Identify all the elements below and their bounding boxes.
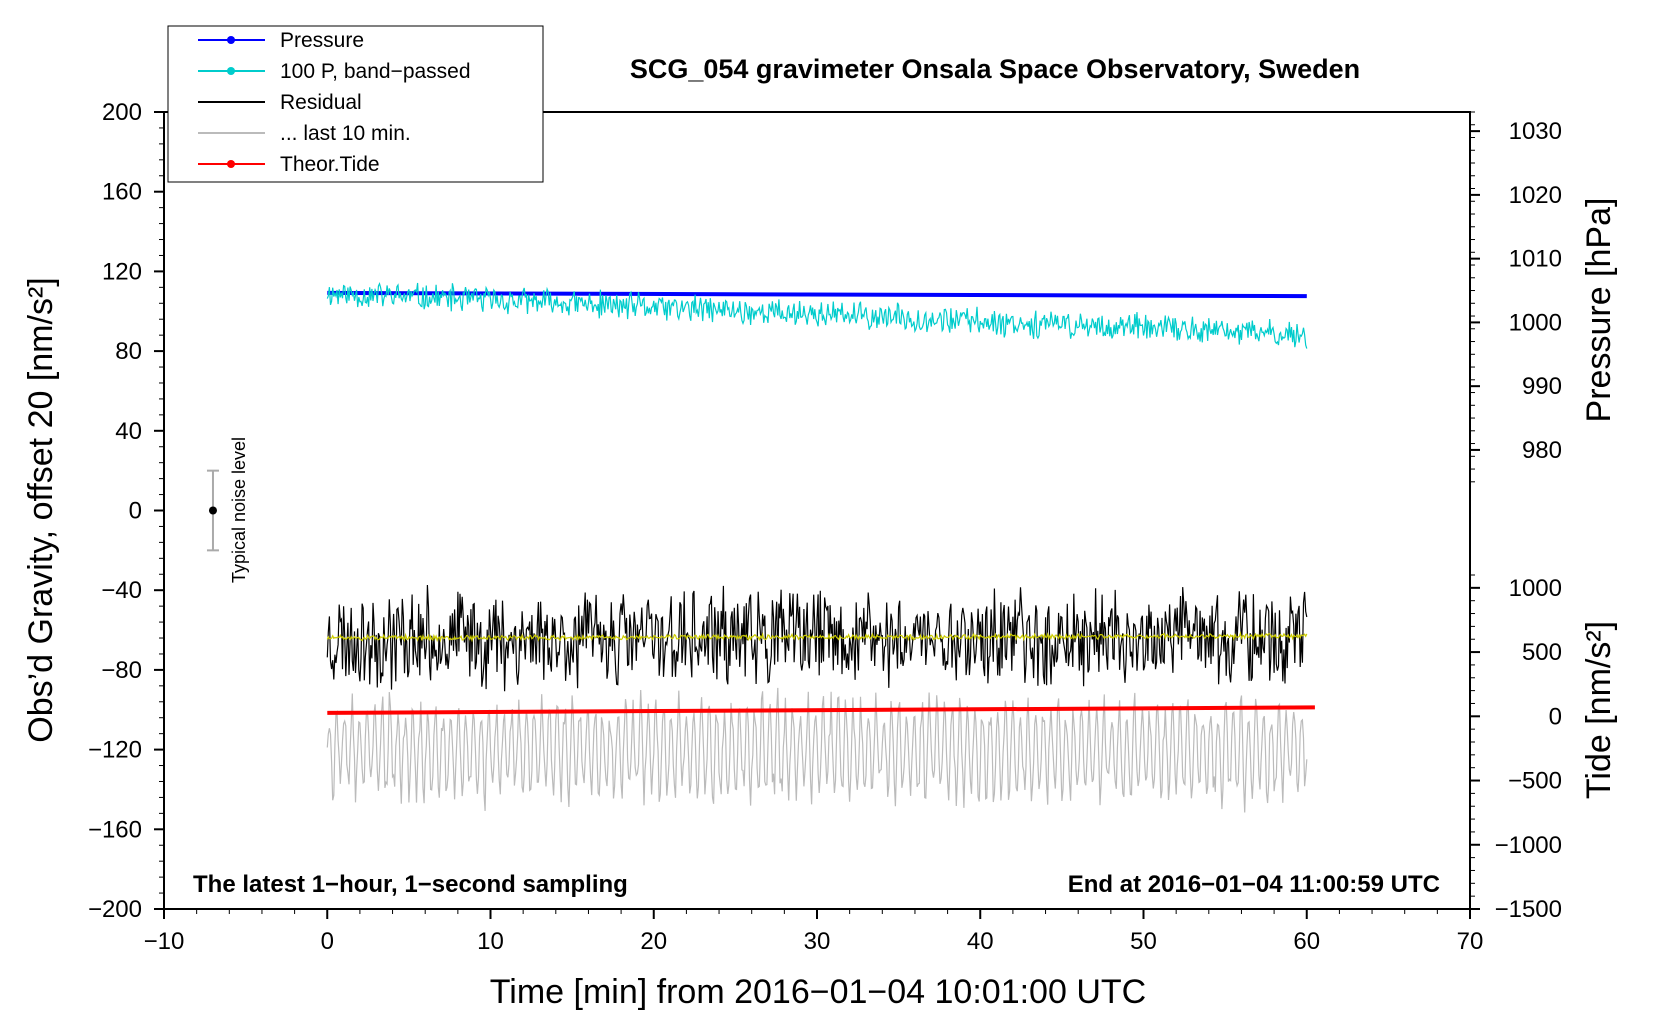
legend: Pressure 100 P, band−passed Residual ... la…: [167, 25, 544, 183]
pressure-tick-label: 990: [1522, 373, 1562, 400]
plot-area: [326, 281, 1315, 813]
pressure-tick-label: 1020: [1509, 182, 1562, 209]
x-tick-label: 0: [321, 928, 334, 955]
noise-bar-dot: [208, 506, 217, 515]
note-end-time: End at 2016−01−04 11:00:59 UTC: [1068, 871, 1440, 898]
chart-title: SCG_054 gravimeter Onsala Space Observat…: [630, 54, 1360, 84]
y-tick-label: 0: [129, 498, 142, 525]
legend-label: Residual: [280, 91, 362, 114]
series-residual-smoothed: [326, 631, 1308, 643]
x-tick-label: 70: [1457, 928, 1484, 955]
x-tick-label: 50: [1130, 928, 1157, 955]
pressure-tick-label: 1010: [1509, 246, 1562, 273]
tide-tick-label: 0: [1549, 703, 1562, 730]
legend-label: 100 P, band−passed: [280, 60, 471, 83]
noise-level-label: Typical noise level: [229, 437, 249, 583]
pressure-tick-label: 1030: [1509, 118, 1562, 145]
y-tick-label: −160: [88, 816, 142, 843]
legend-label: Pressure: [280, 29, 364, 52]
legend-marker: [227, 67, 235, 75]
y-tick-label: 80: [115, 338, 142, 365]
legend-label: ... last 10 min.: [280, 122, 411, 145]
y-tick-label: −200: [88, 896, 142, 923]
tide-tick-label: −500: [1508, 768, 1562, 795]
y-axis-tide-title: Tide [nm/s²]: [1580, 621, 1618, 799]
series-theor-tide: [327, 705, 1315, 715]
y-tick-label: 160: [102, 179, 142, 206]
tide-tick-label: 500: [1522, 639, 1562, 666]
series-residual: [326, 584, 1308, 692]
x-tick-label: 20: [640, 928, 667, 955]
y-tick-label: 200: [102, 99, 142, 126]
series-100-p-band-passed: [326, 281, 1308, 349]
x-tick-label: 30: [804, 928, 831, 955]
y-tick-label: −40: [101, 577, 142, 604]
legend-box: [167, 25, 544, 183]
note-sampling: The latest 1−hour, 1−second sampling: [193, 871, 628, 898]
noise-level-indicator: [206, 469, 219, 552]
series-pressure: [327, 290, 1307, 299]
y-tick-label: −80: [101, 657, 142, 684]
x-axis: −10 0 10 20 30 40 50 60 70: [144, 909, 1484, 955]
y-axis-left-title: Obs’d Gravity, offset 20 [nm/s²]: [22, 277, 60, 742]
x-tick-label: 10: [477, 928, 504, 955]
y-axis-pressure-title: Pressure [hPa]: [1580, 198, 1618, 423]
tide-tick-label: −1500: [1495, 896, 1562, 923]
x-tick-label: 40: [967, 928, 994, 955]
y-tick-label: 120: [102, 258, 142, 285]
legend-label: Theor.Tide: [280, 153, 380, 176]
y-tick-label: −120: [88, 737, 142, 764]
y-axis-left: 200 160 120 80 40 0 −40 −80 −120 −160 −200: [88, 99, 164, 923]
series-last-10-min: [326, 687, 1308, 813]
legend-marker: [227, 160, 235, 168]
x-tick-label: 60: [1293, 928, 1320, 955]
pressure-tick-label: 1000: [1509, 309, 1562, 336]
x-axis-title: Time [min] from 2016−01−04 10:01:00 UTC: [490, 973, 1146, 1011]
tide-tick-label: −1000: [1495, 832, 1562, 859]
y-axis-pressure: 1030 1020 1010 1000 990 980: [1470, 111, 1562, 483]
y-tick-label: 40: [115, 418, 142, 445]
y-axis-tide: 1000 500 0 −500 −1000 −1500: [1470, 574, 1562, 923]
x-tick-label: −10: [144, 928, 185, 955]
pressure-tick-label: 980: [1522, 437, 1562, 464]
legend-marker: [227, 36, 235, 44]
tide-tick-label: 1000: [1509, 575, 1562, 602]
